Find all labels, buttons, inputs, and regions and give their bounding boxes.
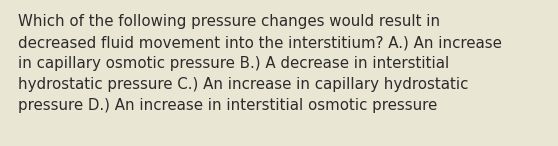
Text: Which of the following pressure changes would result in
decreased fluid movement: Which of the following pressure changes … xyxy=(18,14,502,113)
